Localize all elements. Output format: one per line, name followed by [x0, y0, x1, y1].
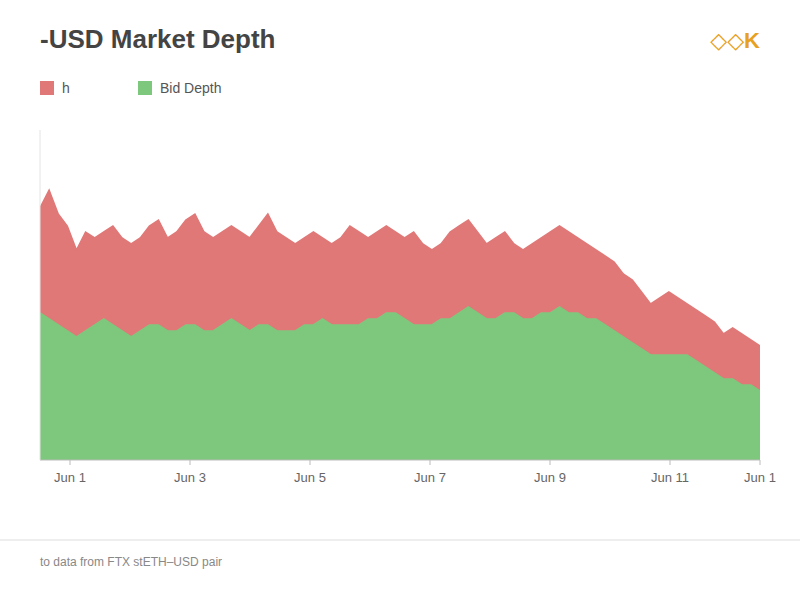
x-tick — [760, 460, 761, 465]
depth-line — [40, 307, 760, 391]
x-tick-label: Jun 5 — [294, 470, 326, 485]
x-axis — [40, 460, 760, 461]
x-tick-label: Jun 11 — [651, 470, 689, 485]
x-tick-label: Jun 1 — [744, 470, 776, 485]
x-tick-label: Jun 1 — [54, 470, 86, 485]
x-tick — [430, 460, 431, 465]
x-tick-label: Jun 9 — [534, 470, 566, 485]
legend: h Bid Depth — [40, 80, 221, 96]
separator — [0, 540, 800, 541]
x-tick — [190, 460, 191, 465]
logo-text: ◇◇K — [710, 28, 760, 53]
y-axis — [40, 130, 41, 460]
x-tick-label: Jun 7 — [414, 470, 446, 485]
x-tick — [550, 460, 551, 465]
plot-area — [40, 190, 760, 460]
depth-area — [40, 190, 760, 460]
x-tick-label: Jun 3 — [174, 470, 206, 485]
legend-label: Bid Depth — [160, 80, 221, 96]
depth-area — [40, 307, 760, 460]
chart: -USD Market Depth ◇◇K to data from FTX stE… — [0, 0, 800, 600]
x-tick — [70, 460, 71, 465]
footer: to data from FTX stETH–USD pair — [40, 555, 222, 569]
legend-swatch — [138, 81, 152, 95]
title: -USD Market Depth — [40, 24, 275, 54]
legend-label: h — [62, 80, 70, 96]
legend-swatch — [40, 81, 54, 95]
x-tick — [310, 460, 311, 465]
x-tick — [670, 460, 671, 465]
